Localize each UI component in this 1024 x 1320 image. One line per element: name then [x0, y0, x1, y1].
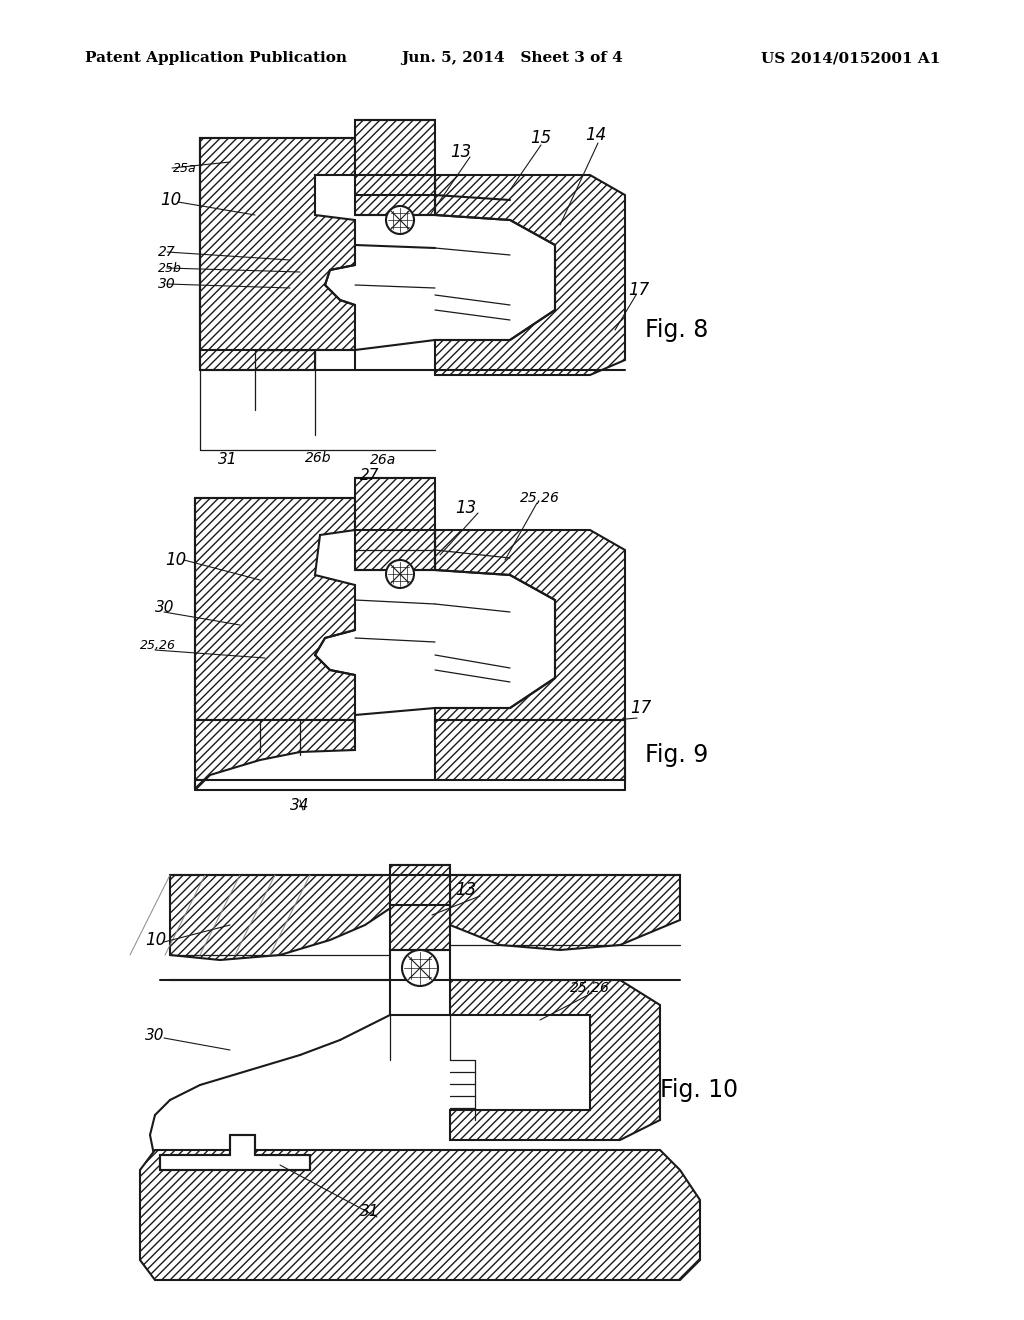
Text: Fig. 8: Fig. 8 — [645, 318, 709, 342]
Polygon shape — [390, 865, 450, 950]
Polygon shape — [435, 176, 625, 375]
Text: 27: 27 — [360, 467, 380, 483]
Polygon shape — [170, 875, 395, 960]
Polygon shape — [355, 120, 435, 215]
Text: 25,26: 25,26 — [520, 491, 560, 506]
Text: 10: 10 — [160, 191, 181, 209]
Text: 26b: 26b — [305, 451, 332, 465]
Circle shape — [386, 560, 414, 587]
Circle shape — [386, 206, 414, 234]
Text: 14: 14 — [585, 125, 606, 144]
Text: 10: 10 — [165, 550, 186, 569]
Polygon shape — [450, 979, 660, 1140]
Text: US 2014/0152001 A1: US 2014/0152001 A1 — [761, 51, 940, 65]
Text: 17: 17 — [628, 281, 649, 300]
Text: 13: 13 — [450, 143, 471, 161]
Polygon shape — [140, 1150, 700, 1280]
Polygon shape — [195, 719, 355, 789]
Text: 26a: 26a — [370, 453, 396, 467]
Polygon shape — [355, 478, 435, 570]
Text: 13: 13 — [455, 499, 476, 517]
Text: Jun. 5, 2014   Sheet 3 of 4: Jun. 5, 2014 Sheet 3 of 4 — [401, 51, 623, 65]
Text: Fig. 9: Fig. 9 — [645, 743, 709, 767]
Text: 30: 30 — [145, 1027, 165, 1043]
Polygon shape — [195, 498, 355, 719]
Text: 25,26: 25,26 — [570, 981, 610, 995]
Text: 30: 30 — [158, 277, 176, 290]
Text: 17: 17 — [630, 700, 651, 717]
Text: 31: 31 — [360, 1204, 380, 1220]
Text: 10: 10 — [145, 931, 166, 949]
Text: 15: 15 — [530, 129, 551, 147]
Circle shape — [402, 950, 438, 986]
Polygon shape — [435, 531, 625, 741]
Text: 31: 31 — [218, 453, 238, 467]
Text: 13: 13 — [455, 880, 476, 899]
Text: 27: 27 — [158, 246, 176, 259]
Polygon shape — [160, 1135, 310, 1170]
Text: 25,26: 25,26 — [140, 639, 176, 652]
Polygon shape — [200, 139, 355, 370]
Text: 25b: 25b — [158, 261, 182, 275]
Text: Fig. 10: Fig. 10 — [660, 1078, 738, 1102]
Polygon shape — [435, 719, 625, 780]
Text: Patent Application Publication: Patent Application Publication — [85, 51, 347, 65]
Text: 30: 30 — [155, 601, 174, 615]
Text: 34: 34 — [290, 797, 309, 813]
Text: 25a: 25a — [173, 161, 197, 174]
Polygon shape — [450, 875, 680, 950]
